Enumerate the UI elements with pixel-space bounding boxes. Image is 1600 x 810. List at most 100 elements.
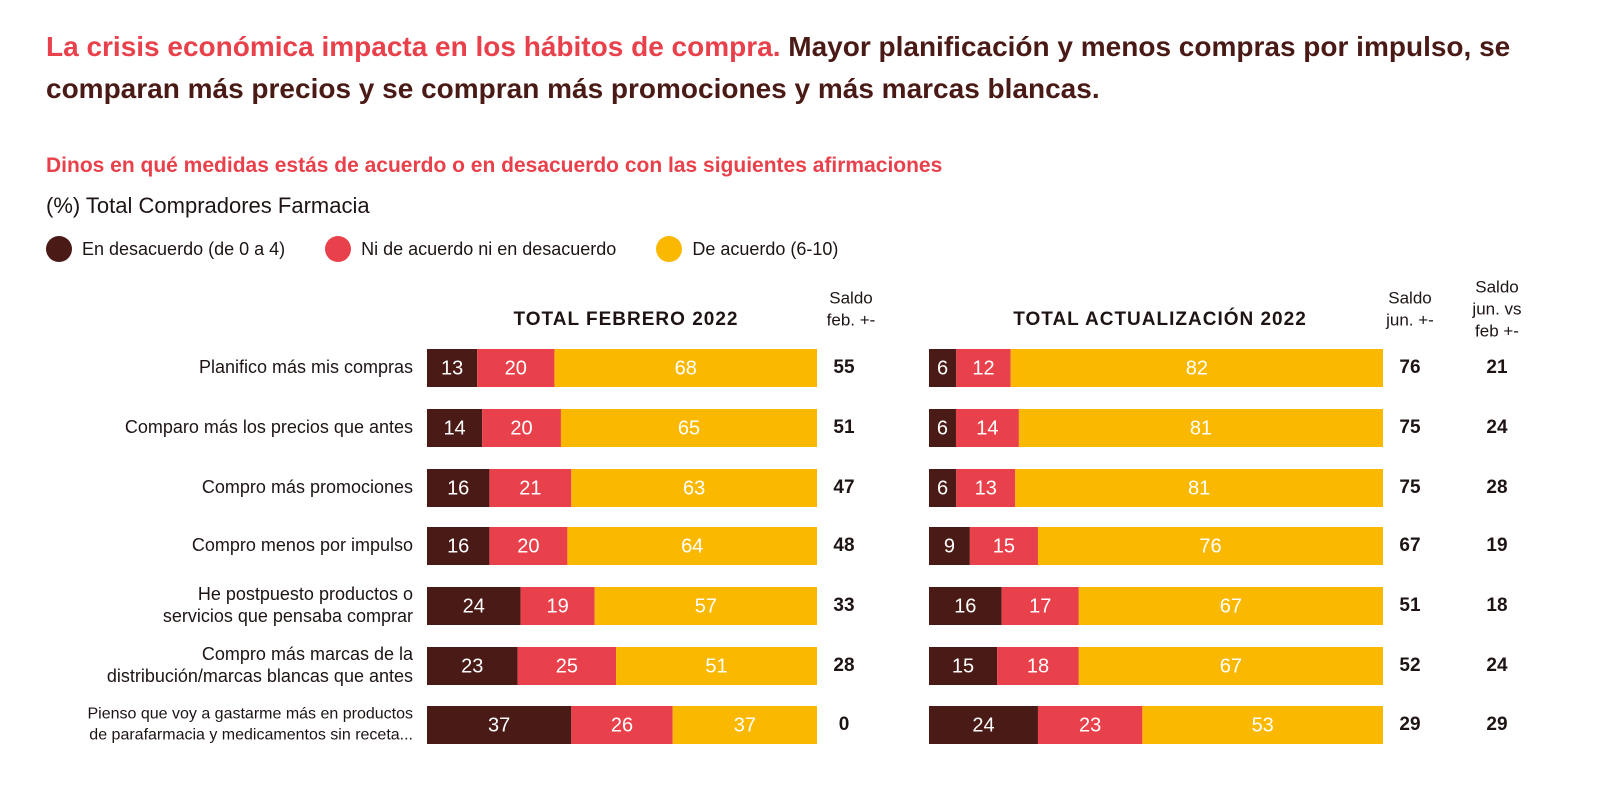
category-label: Compro menos por impulso bbox=[192, 535, 413, 555]
category-label: Compro más promociones bbox=[202, 477, 413, 497]
data-label-acuerdo: 53 bbox=[1252, 714, 1274, 736]
bar-segment-neutral bbox=[489, 527, 568, 565]
question-text: Dinos en qué medidas estás de acuerdo o … bbox=[46, 154, 943, 177]
saldo-value-1: 33 bbox=[833, 595, 854, 616]
data-label-acuerdo: 81 bbox=[1188, 477, 1210, 499]
saldo-header-1: Saldo bbox=[829, 288, 872, 307]
data-label-desacuerdo: 24 bbox=[463, 595, 485, 617]
diff-value: 19 bbox=[1486, 535, 1507, 556]
bar-segment-acuerdo bbox=[1037, 527, 1383, 565]
saldo-value-2: 29 bbox=[1399, 714, 1420, 735]
data-label-desacuerdo: 14 bbox=[443, 417, 465, 439]
bar-segment-neutral bbox=[520, 587, 595, 625]
data-label-acuerdo: 82 bbox=[1186, 357, 1208, 379]
data-label-desacuerdo: 16 bbox=[447, 477, 469, 499]
legend-label-acuerdo: De acuerdo (6-10) bbox=[692, 238, 839, 259]
bar-segment-acuerdo bbox=[594, 587, 817, 625]
bar-segment-acuerdo bbox=[567, 527, 817, 565]
bar-segment-neutral bbox=[1001, 587, 1079, 625]
data-label-acuerdo: 67 bbox=[1220, 655, 1242, 677]
bar-segment-neutral bbox=[477, 349, 555, 387]
legend-item-desacuerdo: En desacuerdo (de 0 a 4) bbox=[46, 236, 285, 262]
diff-header: feb +- bbox=[1475, 321, 1519, 340]
bar-segment-desacuerdo bbox=[929, 647, 998, 685]
headline-rest: Mayor planificación y menos compras por … bbox=[46, 31, 1511, 104]
bar-segment-desacuerdo bbox=[427, 527, 490, 565]
legend: En desacuerdo (de 0 a 4) Ni de acuerdo n… bbox=[46, 236, 878, 262]
bar-segment-desacuerdo bbox=[929, 409, 956, 447]
diff-header: Saldo bbox=[1475, 277, 1518, 296]
saldo-value-1: 48 bbox=[833, 535, 854, 556]
legend-swatch-desacuerdo bbox=[46, 236, 72, 262]
bar-segment-neutral bbox=[956, 469, 1016, 507]
bar-segment-acuerdo bbox=[1018, 409, 1383, 447]
bar-segment-desacuerdo bbox=[929, 706, 1038, 744]
saldo-header-2: Saldo bbox=[1388, 288, 1431, 307]
bar-segment-neutral bbox=[956, 349, 1011, 387]
data-label-neutral: 25 bbox=[556, 655, 578, 677]
bar-segment-desacuerdo bbox=[929, 469, 957, 507]
data-label-acuerdo: 76 bbox=[1199, 535, 1221, 557]
data-label-neutral: 20 bbox=[517, 535, 539, 557]
saldo-value-2: 51 bbox=[1399, 595, 1421, 616]
bar-segment-neutral bbox=[489, 469, 572, 507]
data-label-neutral: 21 bbox=[519, 477, 541, 499]
bar-segment-desacuerdo bbox=[427, 409, 483, 447]
diff-value: 29 bbox=[1486, 714, 1507, 735]
bar-segment-neutral bbox=[571, 706, 673, 744]
data-label-desacuerdo: 6 bbox=[937, 477, 948, 499]
bar-segment-acuerdo bbox=[560, 409, 817, 447]
saldo-header-2: jun. +- bbox=[1385, 310, 1434, 329]
category-label: de parafarmacia y medicamentos sin recet… bbox=[89, 727, 413, 744]
data-label-desacuerdo: 23 bbox=[461, 655, 483, 677]
data-label-neutral: 20 bbox=[505, 357, 527, 379]
data-label-acuerdo: 57 bbox=[695, 595, 717, 617]
legend-swatch-acuerdo bbox=[656, 236, 683, 262]
bar-segment-neutral bbox=[969, 527, 1038, 565]
base-text: (%) Total Compradores Farmacia bbox=[46, 193, 370, 218]
data-label-acuerdo: 64 bbox=[681, 535, 703, 557]
bar-segment-desacuerdo bbox=[427, 349, 478, 387]
data-label-neutral: 26 bbox=[611, 714, 633, 736]
bar-segment-acuerdo bbox=[554, 349, 817, 387]
category-label: He postpuesto productos o bbox=[198, 584, 413, 604]
data-label-desacuerdo: 13 bbox=[441, 357, 463, 379]
data-label-desacuerdo: 6 bbox=[937, 417, 948, 439]
saldo-value-1: 51 bbox=[833, 417, 855, 438]
data-label-neutral: 13 bbox=[975, 477, 997, 499]
bar-segment-neutral bbox=[955, 409, 1019, 447]
data-label-acuerdo: 67 bbox=[1220, 595, 1242, 617]
saldo-value-2: 52 bbox=[1399, 655, 1420, 676]
diff-value: 28 bbox=[1486, 477, 1507, 498]
category-label: Pienso que voy a gastarme más en product… bbox=[87, 706, 413, 723]
data-label-desacuerdo: 16 bbox=[447, 535, 469, 557]
diff-value: 18 bbox=[1486, 595, 1507, 616]
legend-item-acuerdo: De acuerdo (6-10) bbox=[656, 236, 838, 262]
data-label-neutral: 23 bbox=[1079, 714, 1101, 736]
saldo-value-1: 55 bbox=[833, 357, 855, 378]
legend-swatch-neutral bbox=[325, 236, 352, 262]
bar-segment-acuerdo bbox=[1010, 349, 1383, 387]
category-label: Compro más marcas de la bbox=[202, 644, 414, 664]
data-label-desacuerdo: 9 bbox=[944, 535, 955, 557]
data-label-desacuerdo: 37 bbox=[488, 714, 510, 736]
data-label-neutral: 14 bbox=[976, 417, 998, 439]
saldo-value-2: 75 bbox=[1399, 417, 1421, 438]
data-label-desacuerdo: 24 bbox=[972, 714, 994, 736]
diff-header: jun. vs bbox=[1471, 299, 1521, 318]
bar-segment-neutral bbox=[482, 409, 561, 447]
data-label-acuerdo: 37 bbox=[734, 714, 756, 736]
bar-segment-neutral bbox=[997, 647, 1079, 685]
saldo-value-2: 75 bbox=[1399, 477, 1421, 498]
data-label-desacuerdo: 6 bbox=[937, 357, 948, 379]
diff-value: 21 bbox=[1486, 357, 1508, 378]
bar-segment-desacuerdo bbox=[929, 527, 970, 565]
legend-label-desacuerdo: En desacuerdo (de 0 a 4) bbox=[82, 238, 286, 259]
bar-segment-neutral bbox=[1037, 706, 1143, 744]
data-label-neutral: 19 bbox=[547, 595, 569, 617]
legend-item-neutral: Ni de acuerdo ni en desacuerdo bbox=[325, 236, 616, 262]
category-label: servicios que pensaba comprar bbox=[163, 606, 413, 626]
bar-segment-acuerdo bbox=[1078, 587, 1383, 625]
data-label-desacuerdo: 15 bbox=[952, 655, 974, 677]
